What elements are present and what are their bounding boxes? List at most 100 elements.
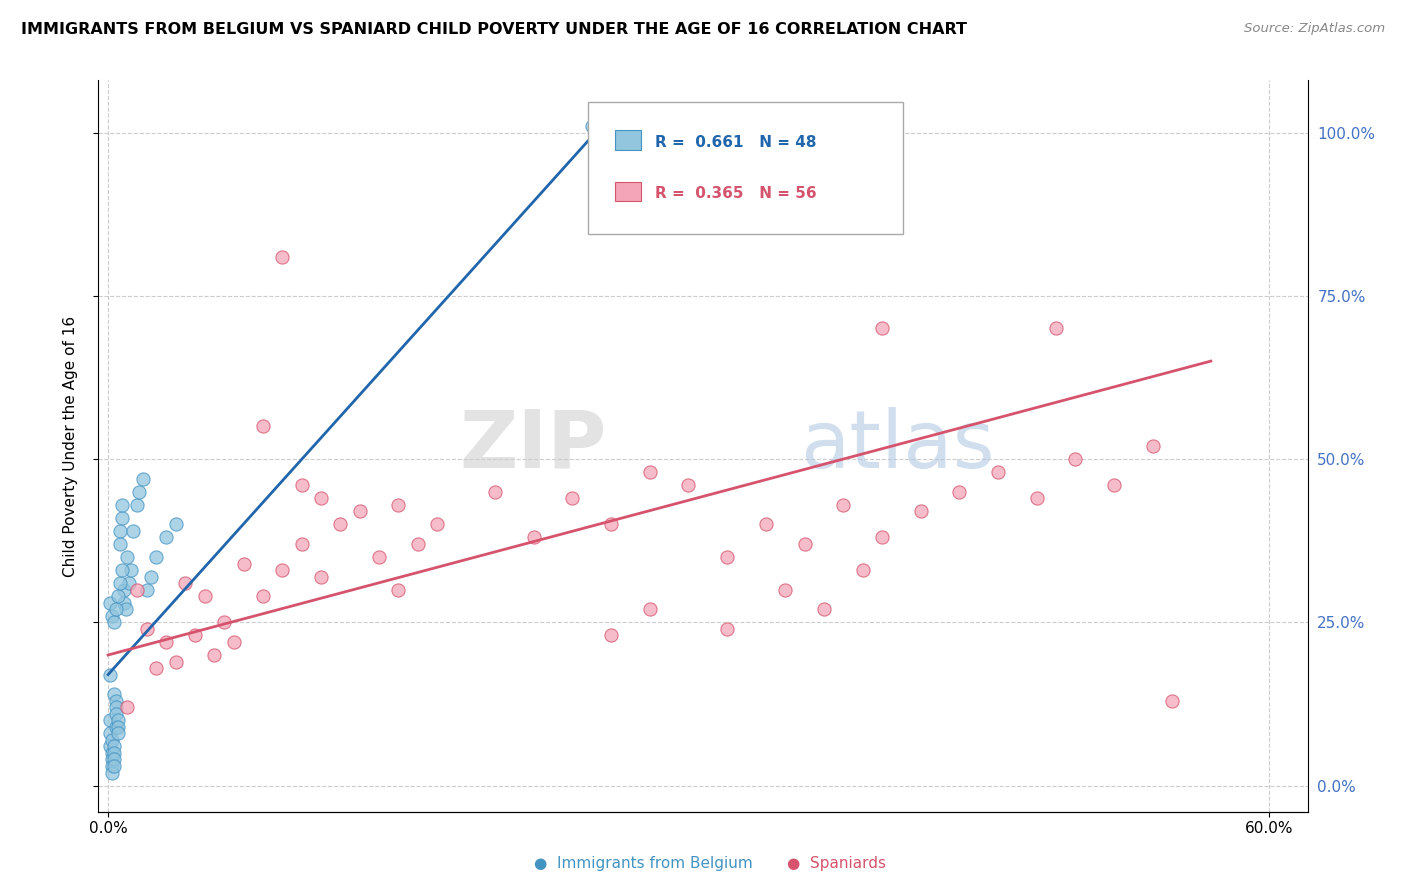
Point	[135, 582, 157, 597]
Point	[145, 661, 167, 675]
Point	[1102, 478, 1125, 492]
Point	[101, 732, 124, 747]
Point	[194, 589, 217, 603]
Point	[716, 622, 738, 636]
Point	[252, 419, 274, 434]
Point	[1064, 452, 1087, 467]
Point	[122, 524, 145, 538]
Point	[111, 563, 134, 577]
Point	[117, 700, 139, 714]
Point	[870, 321, 893, 335]
Point	[108, 524, 131, 538]
Point	[103, 752, 125, 766]
Point	[387, 498, 409, 512]
Text: R =  0.661   N = 48: R = 0.661 N = 48	[655, 135, 815, 150]
Point	[104, 720, 127, 734]
Point	[910, 504, 932, 518]
Point	[127, 582, 149, 597]
Point	[309, 569, 332, 583]
Point	[426, 517, 449, 532]
Point	[108, 576, 131, 591]
Point	[755, 517, 778, 532]
Point	[107, 589, 129, 603]
Point	[107, 726, 129, 740]
Point	[127, 498, 149, 512]
Point	[120, 563, 142, 577]
Point	[101, 608, 124, 623]
Point	[104, 706, 127, 721]
Point	[101, 759, 124, 773]
Text: ●  Immigrants from Belgium: ● Immigrants from Belgium	[534, 856, 754, 871]
Point	[165, 655, 187, 669]
Point	[204, 648, 226, 662]
Point	[600, 517, 623, 532]
Point	[484, 484, 506, 499]
Point	[103, 687, 125, 701]
Point	[1045, 321, 1067, 335]
Point	[104, 694, 127, 708]
Text: IMMIGRANTS FROM BELGIUM VS SPANIARD CHILD POVERTY UNDER THE AGE OF 16 CORRELATIO: IMMIGRANTS FROM BELGIUM VS SPANIARD CHIL…	[21, 22, 967, 37]
Point	[387, 582, 409, 597]
Point	[101, 752, 124, 766]
Point	[145, 549, 167, 564]
Point	[290, 478, 312, 492]
Point	[1161, 694, 1184, 708]
Point	[155, 530, 177, 544]
Point	[1142, 439, 1164, 453]
Point	[368, 549, 391, 564]
Text: R =  0.365   N = 56: R = 0.365 N = 56	[655, 186, 817, 202]
FancyBboxPatch shape	[614, 182, 641, 201]
Point	[111, 511, 134, 525]
Point	[948, 484, 970, 499]
Point	[271, 563, 294, 577]
Point	[103, 739, 125, 754]
Point	[165, 517, 187, 532]
Point	[107, 720, 129, 734]
Point	[523, 530, 546, 544]
Text: ZIP: ZIP	[458, 407, 606, 485]
Point	[132, 472, 155, 486]
Point	[349, 504, 371, 518]
Point	[987, 465, 1010, 479]
Point	[290, 537, 312, 551]
Point	[232, 557, 254, 571]
Point	[222, 635, 245, 649]
Point	[852, 563, 875, 577]
Point	[104, 700, 127, 714]
Point	[155, 635, 177, 649]
Point	[309, 491, 332, 506]
Point	[103, 615, 125, 630]
Point	[793, 537, 815, 551]
Point	[813, 602, 835, 616]
FancyBboxPatch shape	[588, 103, 903, 234]
Point	[108, 537, 131, 551]
Text: ●  Spaniards: ● Spaniards	[787, 856, 886, 871]
Point	[581, 119, 603, 133]
Point	[638, 465, 661, 479]
FancyBboxPatch shape	[614, 130, 641, 150]
Point	[101, 765, 124, 780]
Point	[114, 602, 136, 616]
Point	[600, 628, 623, 642]
Point	[104, 602, 127, 616]
Point	[329, 517, 352, 532]
Point	[271, 250, 294, 264]
Point	[678, 478, 700, 492]
Point	[128, 484, 150, 499]
Text: atlas: atlas	[800, 407, 994, 485]
Point	[773, 582, 796, 597]
Point	[406, 537, 429, 551]
Point	[174, 576, 197, 591]
Point	[184, 628, 207, 642]
Point	[98, 714, 121, 728]
Point	[103, 746, 125, 760]
Point	[832, 498, 855, 512]
Point	[716, 549, 738, 564]
Point	[111, 498, 134, 512]
Point	[107, 714, 129, 728]
Point	[103, 759, 125, 773]
Point	[101, 746, 124, 760]
Point	[112, 596, 135, 610]
Text: Source: ZipAtlas.com: Source: ZipAtlas.com	[1244, 22, 1385, 36]
Point	[112, 582, 135, 597]
